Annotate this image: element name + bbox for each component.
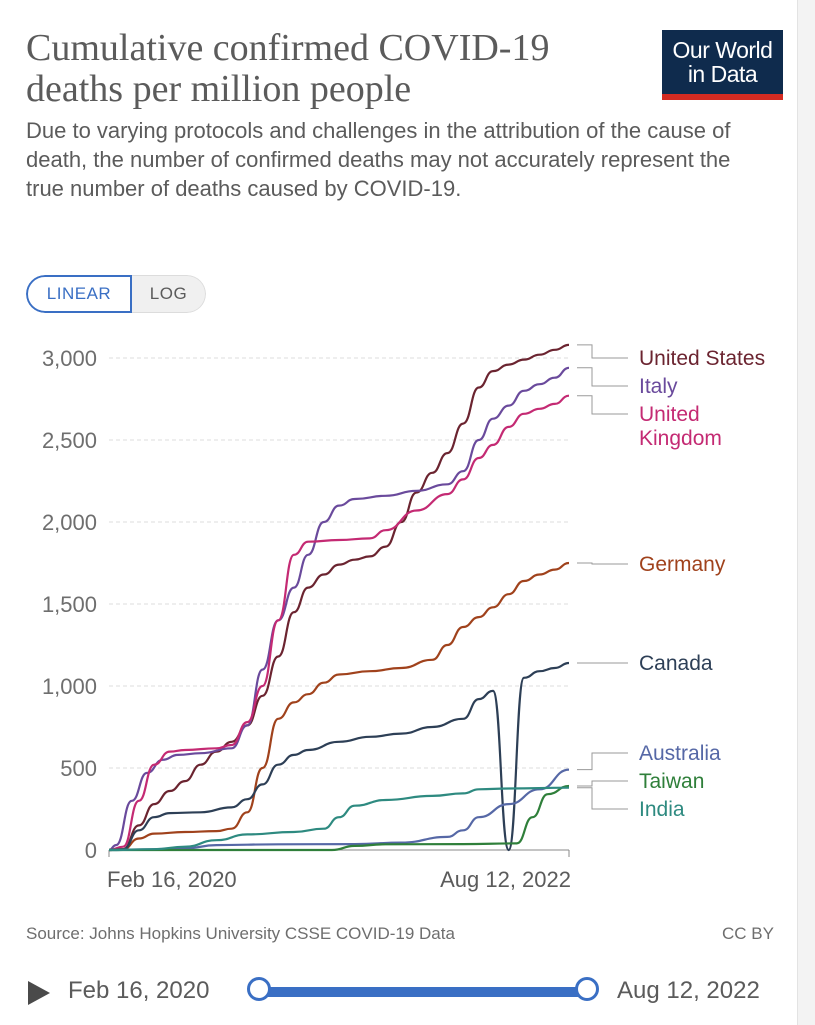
- linear-scale-button[interactable]: LINEAR: [26, 275, 132, 313]
- series-line-germany: [108, 561, 570, 852]
- label-connector-germany: [577, 562, 628, 565]
- series-line-united-kingdom: [108, 394, 570, 852]
- x-axis: Feb 16, 2020 Aug 12, 2022: [107, 849, 571, 892]
- series-label-united-kingdom: United: [639, 403, 700, 426]
- y-tick-label: 500: [60, 756, 97, 781]
- x-tick-label: Feb 16, 2020: [107, 867, 237, 892]
- timeline-start-handle[interactable]: [247, 977, 271, 1001]
- chart-grid: [109, 357, 569, 769]
- timeline-end-date: Aug 12, 2022: [617, 977, 760, 1004]
- chart-lines: [108, 343, 570, 852]
- label-connector-australia: [577, 752, 628, 771]
- page-edge: [797, 0, 815, 1025]
- owid-logo[interactable]: Our World in Data: [662, 30, 783, 100]
- y-tick-label: 0: [85, 838, 97, 863]
- series-label-taiwan: Taiwan: [639, 770, 704, 793]
- series-line-india: [108, 786, 570, 852]
- logo-line-1: Our World: [672, 37, 773, 63]
- y-axis-ticks: 0 500 1,000 1,500 2,000 2,500 3,000: [42, 346, 97, 863]
- label-connector-united-kingdom: [577, 395, 628, 415]
- source-note[interactable]: Source: Johns Hopkins University CSSE CO…: [26, 924, 455, 943]
- label-connector-italy: [577, 367, 628, 387]
- timeline-track[interactable]: [258, 987, 588, 997]
- log-scale-button[interactable]: LOG: [132, 275, 206, 313]
- series-line-australia: [108, 768, 570, 852]
- y-tick-label: 3,000: [42, 346, 97, 371]
- series-label-united-kingdom: Kingdom: [639, 427, 722, 450]
- chart-title: Cumulative confirmed COVID-19 deaths per…: [26, 27, 550, 110]
- series-label-united-states: United States: [639, 347, 765, 370]
- y-tick-label: 2,500: [42, 428, 97, 453]
- series-line-taiwan: [108, 784, 570, 852]
- series-line-united-states: [108, 343, 570, 852]
- timeline: Feb 16, 2020 Aug 12, 2022: [0, 965, 797, 1020]
- label-connector-india: [577, 787, 628, 810]
- label-connector-united-states: [577, 344, 628, 359]
- series-label-india: India: [639, 798, 685, 821]
- timeline-end-handle[interactable]: [575, 977, 599, 1001]
- y-tick-label: 2,000: [42, 510, 97, 535]
- logo-line-2: in Data: [687, 61, 758, 87]
- label-connector-taiwan: [577, 780, 628, 787]
- series-label-italy: Italy: [639, 375, 678, 398]
- chart-subtitle: Due to varying protocols and challenges …: [26, 118, 731, 201]
- series-line-canada: [108, 661, 570, 852]
- scale-toggle: LINEAR LOG: [26, 275, 206, 313]
- play-icon[interactable]: [28, 981, 50, 1005]
- series-label-canada: Canada: [639, 652, 713, 675]
- series-label-germany: Germany: [639, 553, 726, 576]
- line-chart[interactable]: 0 500 1,000 1,500 2,000 2,500 3,000 Feb 16, 20…: [0, 320, 797, 900]
- y-tick-label: 1,000: [42, 674, 97, 699]
- series-line-italy: [108, 366, 570, 852]
- x-tick-label: Aug 12, 2022: [440, 867, 571, 892]
- y-tick-label: 1,500: [42, 592, 97, 617]
- license-link[interactable]: CC BY: [722, 924, 774, 943]
- timeline-start-date: Feb 16, 2020: [68, 977, 210, 1004]
- series-label-australia: Australia: [639, 742, 721, 765]
